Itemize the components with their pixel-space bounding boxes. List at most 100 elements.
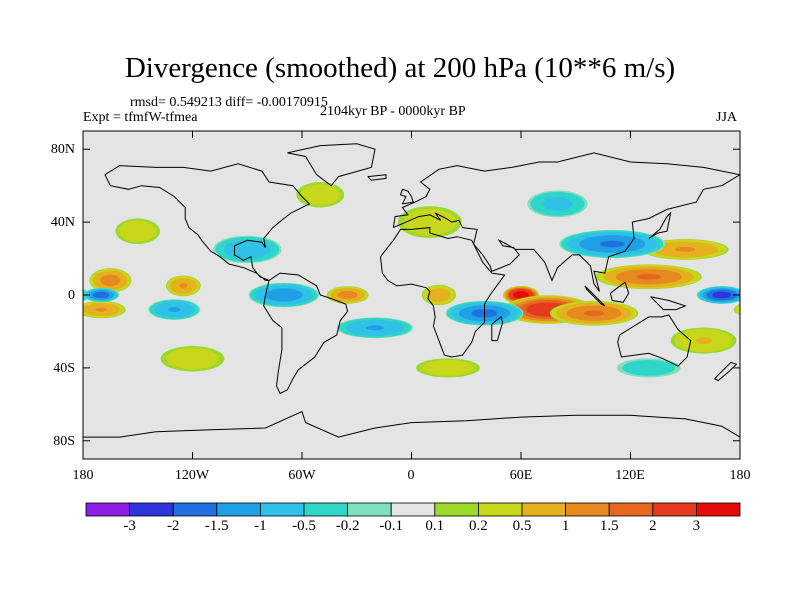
contour-band <box>0 230 6 257</box>
coastline-new-zealand <box>714 361 738 382</box>
colorbar-swatch <box>696 502 741 517</box>
contour-band <box>0 269 25 284</box>
coastline-africa <box>380 227 506 358</box>
field-anomaly-3 <box>0 264 702 290</box>
contour-band <box>166 348 219 370</box>
stats-label: rmsd= 0.549213 diff= -0.00170915 <box>130 95 328 110</box>
lon-label-180w: 180 <box>72 468 94 483</box>
lat-label-0: 0 <box>68 288 75 303</box>
contour-band <box>741 288 776 302</box>
field-anomaly-14 <box>148 299 201 320</box>
contour-band <box>224 240 271 259</box>
contour-band <box>776 221 800 242</box>
colorbar-label: -0.5 <box>292 518 316 534</box>
contour-band <box>0 230 8 258</box>
field-anomaly-23 <box>416 358 480 378</box>
contour-band <box>18 329 75 352</box>
colorbar-swatch <box>521 502 566 517</box>
field-anomaly-22 <box>160 346 225 372</box>
contour-band <box>772 218 800 243</box>
contour-band <box>0 358 24 377</box>
field-anomaly-17 <box>527 190 588 218</box>
contour-band <box>600 240 625 248</box>
lon-label-0: 0 <box>407 468 415 483</box>
contour-band <box>366 325 384 331</box>
contour-band <box>712 291 732 299</box>
lon-label-120e: 120E <box>615 468 645 483</box>
contour-band <box>300 184 341 206</box>
coastline-australia <box>617 314 692 367</box>
contour-band <box>168 307 181 313</box>
contour-band <box>427 288 451 302</box>
contour-band <box>695 337 712 344</box>
chart-title: Divergence (smoothed) at 200 hPa (10**6 … <box>124 52 676 84</box>
colorbar-label: 0.5 <box>512 518 532 534</box>
season-label: JJA <box>716 110 738 125</box>
contour-band <box>583 310 605 317</box>
colorbar-label: -0.2 <box>335 518 360 534</box>
coastline-iceland <box>367 174 387 181</box>
colorbar-label: -0.1 <box>379 518 404 534</box>
colorbar-label: 2 <box>649 518 657 534</box>
contour-band <box>636 273 661 280</box>
colorbar-swatch <box>259 502 305 517</box>
contour-band <box>179 283 188 289</box>
contour-band <box>264 288 303 302</box>
contour-band <box>750 271 784 291</box>
contour-band <box>38 337 54 344</box>
colorbar-label: 1 <box>561 518 570 534</box>
contour-band <box>747 269 787 292</box>
lon-label-60w: 60W <box>288 468 316 483</box>
contour-band <box>92 291 110 299</box>
contour-band <box>0 242 61 258</box>
contour-band <box>740 288 776 302</box>
coastline-antarctica <box>83 410 740 438</box>
colorbar-label: 0.2 <box>469 518 488 534</box>
period-label: 2104kyr BP - 0000kyr BP <box>320 104 466 119</box>
colorbar-label: -3 <box>123 518 136 534</box>
colorbar-swatch <box>129 502 174 517</box>
field-anomaly-10 <box>83 286 740 304</box>
colorbar-swatch <box>216 502 261 517</box>
contour-band <box>0 240 69 260</box>
contour-band <box>95 307 107 312</box>
field-anomaly-16 <box>0 229 666 259</box>
field-anomaly-5 <box>89 268 787 293</box>
colorbar-swatch <box>608 502 654 517</box>
contour-band <box>753 308 764 312</box>
coastline-north-america <box>104 163 311 281</box>
coastline-indonesia-borneo <box>609 281 630 303</box>
colorbar-label: -2 <box>166 518 180 534</box>
lon-label-60e: 60E <box>509 468 533 483</box>
colorbar-swatch <box>347 502 392 517</box>
colorbar-label: -1.5 <box>204 518 229 534</box>
coastline-new-guinea <box>650 296 687 311</box>
contour-band <box>750 292 767 299</box>
field-anomaly-15 <box>336 317 414 339</box>
field-anomaly-11 <box>83 287 776 303</box>
lat-label-40n: 40N <box>50 215 75 230</box>
lon-label-120w: 120W <box>174 468 210 483</box>
field-anomaly-20 <box>296 182 345 208</box>
map-background <box>83 131 740 459</box>
experiment-label: Expt = tfmfW-tfmea <box>83 110 198 125</box>
colorbar-label: -1 <box>254 518 267 534</box>
contour-band <box>757 275 777 287</box>
contour-band <box>14 327 80 353</box>
colorbar-swatch <box>303 502 348 517</box>
contour-band <box>739 308 740 311</box>
coastline-japan <box>648 211 672 239</box>
contour-band <box>18 247 38 252</box>
coastline-indonesia-sumatra <box>584 285 606 307</box>
contour-band <box>743 289 774 302</box>
lat-label-40s: 40S <box>53 361 75 376</box>
lat-label-80n: 80N <box>50 142 75 157</box>
colorbar-swatch <box>172 502 218 517</box>
contour-band <box>733 303 740 316</box>
contour-band <box>0 264 45 289</box>
contour-band <box>542 197 573 211</box>
colorbar-swatch <box>652 502 697 517</box>
colorbar-label: 1.5 <box>599 518 619 534</box>
contour-band <box>100 274 121 287</box>
